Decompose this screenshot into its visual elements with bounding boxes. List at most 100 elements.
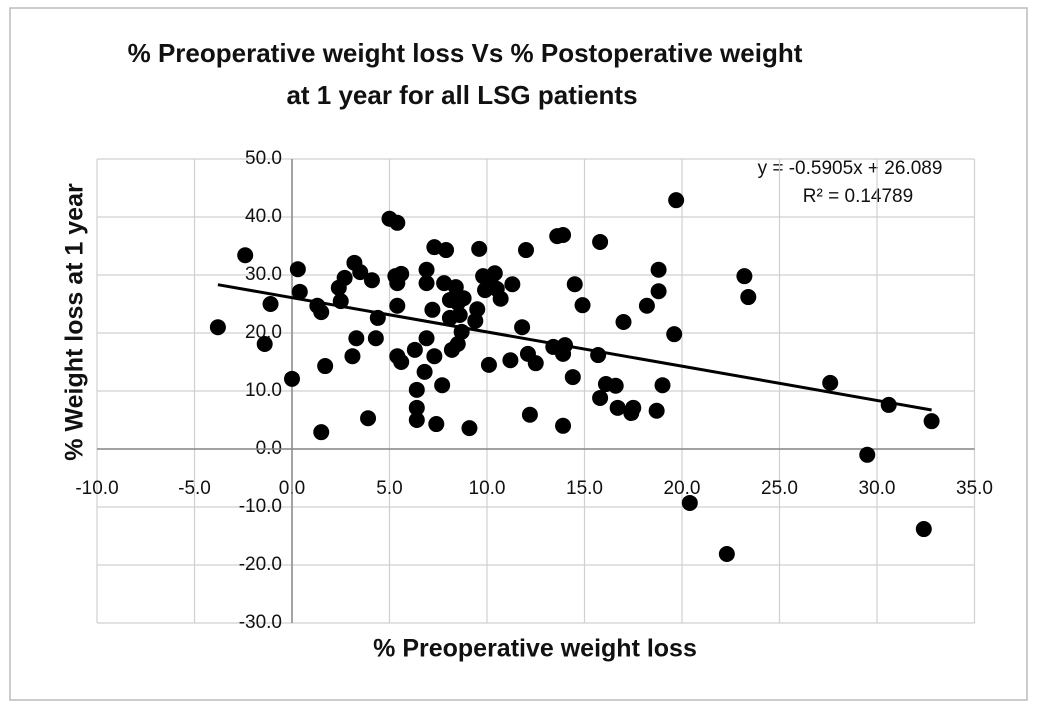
data-point [592,389,609,406]
data-point [360,410,377,427]
y-tick-label: -30.0 [239,612,282,633]
data-point [284,370,300,387]
data-point [486,265,503,282]
data-point [514,319,531,336]
data-point [736,268,753,285]
data-point [555,226,572,243]
y-tick-label: 30.0 [245,264,282,285]
data-point [740,289,757,306]
data-point [408,381,425,398]
data-point [455,290,472,307]
data-point [590,347,607,364]
data-point [607,377,624,394]
data-point [492,290,509,307]
x-tick-label: -5.0 [178,478,211,499]
data-point [453,323,470,340]
x-tick-label: 35.0 [956,478,993,499]
data-point [609,399,626,416]
trendline-equation: y = -0.5905x + 26.089 [758,158,943,179]
data-point [668,192,685,209]
y-tick-label: 10.0 [245,380,282,401]
data-point [348,330,365,347]
data-point [313,424,330,441]
data-point [681,494,698,511]
data-point [555,417,572,434]
data-point [438,242,455,259]
data-point [393,265,410,282]
data-point [408,412,425,428]
y-tick-label: 20.0 [245,322,282,343]
data-point [923,413,940,430]
data-point [434,377,451,394]
data-point [418,330,435,347]
data-point [471,240,488,257]
y-tick-label: -20.0 [239,554,282,575]
data-point [451,307,468,324]
data-point [822,374,839,391]
data-point [389,214,406,231]
data-point [336,269,353,286]
data-point [666,326,683,343]
chart-title: at 1 year for all LSG patients [286,80,637,110]
data-point [291,283,308,300]
data-point [592,233,609,250]
data-point [650,283,667,300]
y-axis-title: % Weight loss at 1 year [61,183,89,461]
data-point [654,377,671,394]
data-point [625,399,642,416]
data-point [262,296,279,312]
data-point [527,355,544,372]
data-point [504,276,521,293]
data-point [574,297,591,314]
data-point [859,446,876,463]
data-point [648,402,665,419]
data-point [344,348,361,365]
chart-frame [9,7,1028,701]
y-tick-label: -10.0 [239,496,282,517]
data-point [352,264,369,281]
x-tick-label: 5.0 [376,478,402,499]
x-tick-label: 20.0 [664,478,701,499]
data-point [477,282,494,299]
data-point [408,399,425,416]
data-point [880,396,897,413]
data-point [461,420,478,437]
data-point [363,272,380,289]
x-axis-title: % Preoperative weight loss [373,635,697,663]
data-point [209,319,226,336]
data-point [237,247,254,264]
data-point [289,261,306,278]
x-tick-label: 10.0 [469,478,506,499]
data-point [424,301,441,318]
data-point [638,297,655,314]
data-point [426,348,443,365]
x-tick-label: 30.0 [859,478,896,499]
data-point [557,337,573,354]
data-point [428,416,445,433]
data-point [480,356,497,373]
data-point [393,354,410,370]
data-point [564,369,581,386]
x-tick-label: -10.0 [75,478,118,499]
data-point [367,330,384,347]
data-point [566,276,583,293]
x-tick-label: 15.0 [566,478,603,499]
y-tick-label: 40.0 [245,206,282,227]
data-point [416,363,433,380]
data-point [615,313,632,330]
chart-title: % Preoperative weight loss Vs % Postoper… [128,38,803,68]
data-point [389,297,406,314]
data-point [502,352,519,369]
trendline-r2: R² = 0.14789 [803,186,913,207]
data-point [650,261,667,278]
data-point [521,406,538,423]
data-point [449,336,466,353]
data-point [418,261,435,278]
data-point [915,521,932,538]
y-tick-label: 50.0 [245,148,282,169]
x-tick-label: 25.0 [761,478,798,499]
data-point [406,341,423,358]
data-point [469,301,486,318]
data-point [518,242,534,259]
